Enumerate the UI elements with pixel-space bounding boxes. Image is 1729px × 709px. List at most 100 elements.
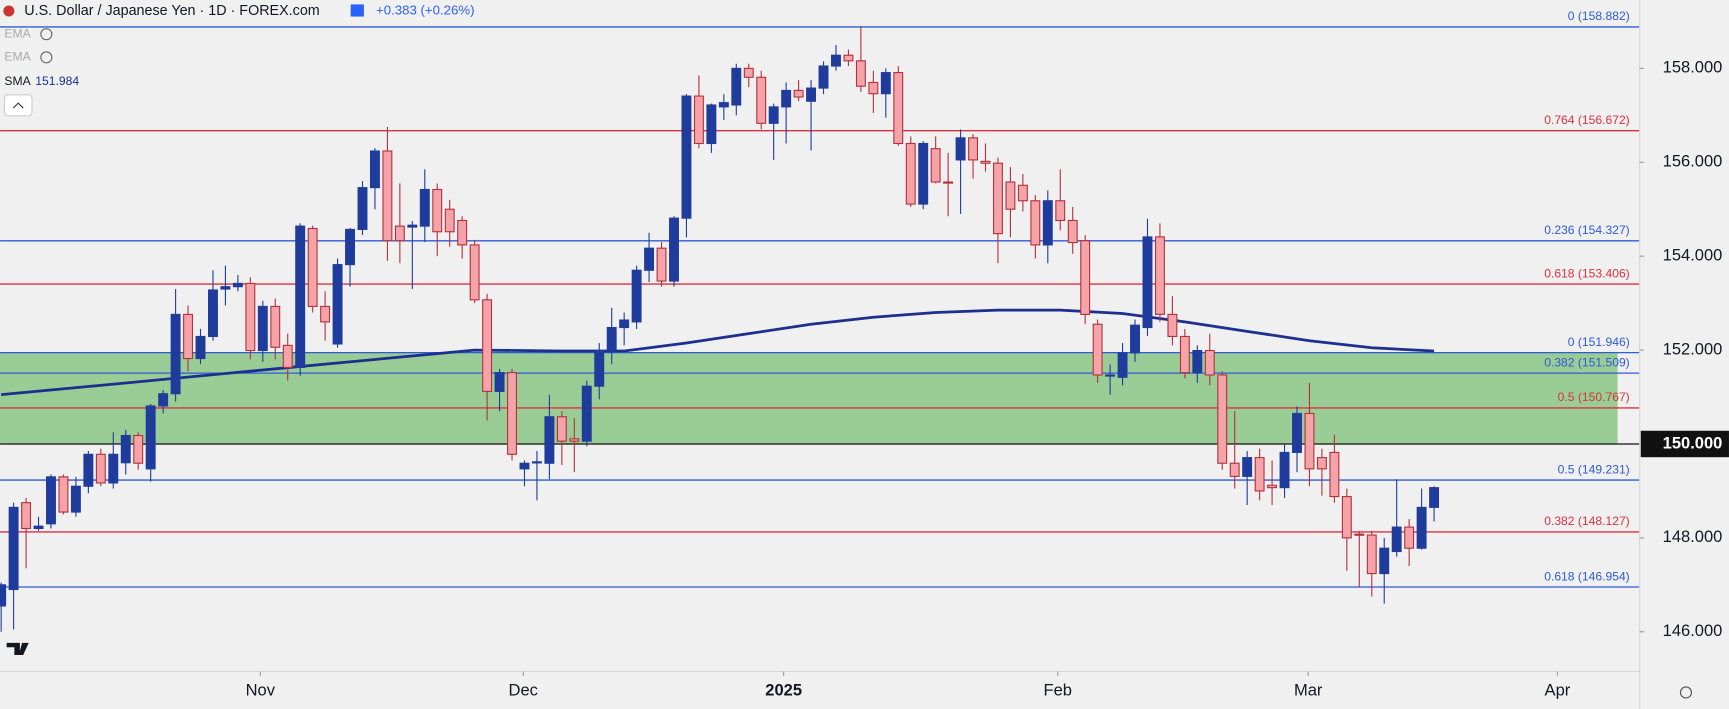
price-label-box [1640, 430, 1729, 458]
candle-body [369, 150, 380, 189]
fib-label: 0.618 (146.954) [1544, 569, 1630, 583]
candle-body [905, 142, 916, 205]
support-zone [0, 352, 1618, 444]
candle-body [756, 76, 767, 124]
header: U.S. Dollar / Japanese Yen · 1D · FOREX.… [3, 3, 475, 117]
candle-body [1067, 219, 1078, 244]
x-tick-label: Mar [1294, 681, 1323, 700]
candle-body [1366, 534, 1377, 575]
settings-button[interactable] [1679, 686, 1693, 699]
candle-body [295, 225, 306, 368]
candle-body [70, 485, 81, 513]
symbol-title: U.S. Dollar / Japanese Yen · 1D · FOREX.… [24, 3, 319, 19]
candle-body [544, 416, 555, 464]
candle-body [195, 335, 206, 360]
indicator-name: SMA [4, 74, 31, 88]
x-tick-label: Feb [1044, 681, 1072, 700]
candle-body [1217, 374, 1228, 464]
candle-body [120, 434, 131, 464]
candle-body [394, 225, 405, 242]
collapse-button[interactable] [3, 94, 33, 117]
candle-body [1429, 487, 1440, 508]
collapse-icon [12, 102, 24, 109]
candle-body [1042, 200, 1053, 246]
x-tick-label: Apr [1545, 681, 1571, 700]
candle-body [1080, 240, 1091, 315]
hidden-icon[interactable] [40, 28, 53, 41]
candle-body [1354, 533, 1365, 536]
fib-label: 0.618 (153.406) [1544, 266, 1630, 280]
candle-body [320, 305, 331, 323]
fib-label: 0.5 (149.231) [1558, 462, 1630, 476]
candle-body [880, 72, 891, 95]
candle-body [656, 247, 667, 282]
candle-body [21, 502, 32, 530]
candle-body [357, 187, 368, 230]
candle-body [145, 405, 156, 470]
candle-body [831, 54, 841, 67]
candle-body [183, 313, 194, 360]
sma-line [1, 308, 1435, 397]
candle-body [1142, 236, 1153, 329]
candle-body [8, 506, 19, 591]
candle-body [594, 349, 605, 387]
candle-body [1167, 313, 1178, 338]
fib-label: 0 (151.946) [1568, 335, 1630, 349]
candle-body [1267, 484, 1278, 489]
candle-body [407, 224, 418, 228]
candle-body [1017, 184, 1028, 202]
candle-body [781, 89, 792, 108]
logo [6, 642, 29, 655]
hidden-icon[interactable] [40, 51, 53, 64]
candle-body [581, 385, 592, 442]
candle-body [58, 476, 69, 513]
candle-body [706, 104, 717, 145]
candle-body [457, 219, 468, 246]
candle-body [1404, 526, 1415, 549]
y-tick-label: 152.000 [1663, 339, 1723, 358]
candle-body [1254, 457, 1265, 492]
candle-body [818, 65, 829, 89]
candle-body [1304, 412, 1315, 470]
candle-body [1329, 451, 1340, 498]
candle-body [494, 372, 505, 392]
candle-body [1117, 352, 1128, 378]
candle-body [270, 305, 281, 348]
candle-body [930, 148, 941, 183]
candle-body [108, 453, 119, 484]
candle-body [1005, 181, 1016, 210]
candle-body [531, 461, 542, 464]
fib-label: 0.382 (148.127) [1544, 514, 1630, 528]
candle-body [681, 95, 692, 219]
flag-icon [3, 5, 15, 17]
candle-body [1379, 547, 1390, 575]
candle-body [419, 188, 430, 227]
flag-button[interactable] [350, 4, 364, 17]
candle-body [1179, 335, 1190, 374]
plot-area: 0 (158.882) 0.764 (156.672) 0.236 (154.327… [0, 9, 1640, 632]
candle-body [519, 462, 530, 470]
candle-body [133, 434, 144, 464]
candle-body [843, 54, 854, 62]
candle-body [1105, 374, 1116, 377]
candle-body [432, 188, 443, 233]
x-tick-label: Nov [246, 681, 276, 700]
candle-body [868, 81, 879, 95]
candle-body [1416, 506, 1427, 549]
y-tick-label: 148.000 [1663, 527, 1723, 546]
y-tick-label: 156.000 [1663, 152, 1723, 171]
candle-body [482, 299, 493, 392]
candle-body [768, 106, 779, 124]
y-tick-label: 158.000 [1663, 58, 1723, 77]
candle-body [46, 476, 56, 525]
candle-body [170, 313, 181, 395]
candle-body [631, 269, 642, 323]
candle-body [955, 137, 966, 161]
candle-body [619, 319, 630, 329]
candle-body [743, 67, 754, 78]
candle-body [556, 416, 567, 442]
candle-body [345, 228, 355, 266]
candle-body [693, 95, 704, 145]
